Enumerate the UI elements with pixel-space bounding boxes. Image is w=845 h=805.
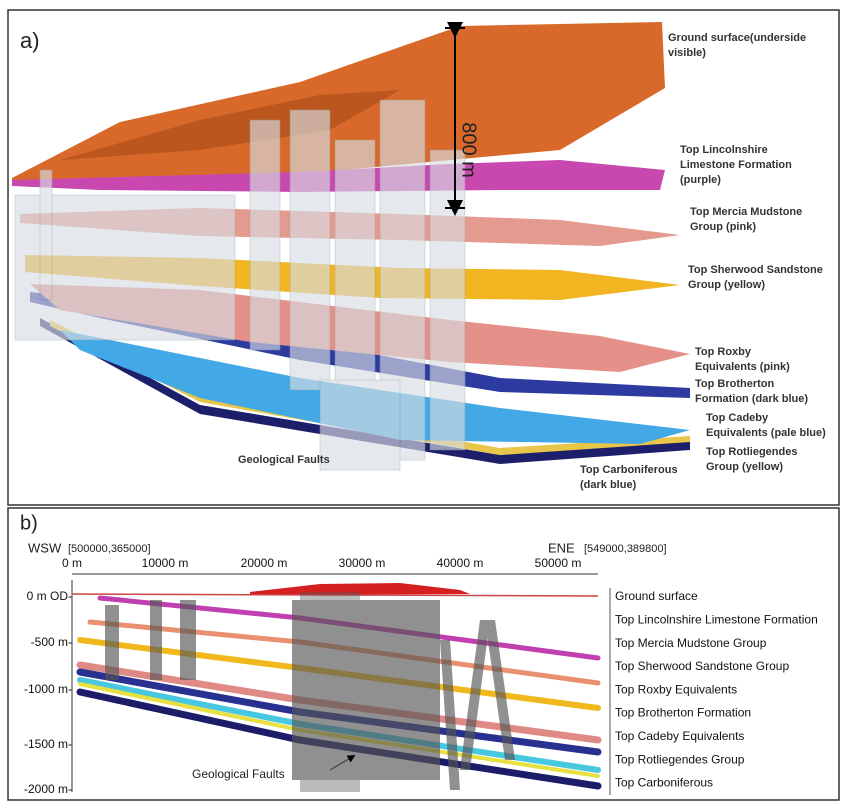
page: { "panel_a": { "label": "a)", "scale_bar… bbox=[0, 0, 845, 805]
fault-label: Geological Faults bbox=[192, 767, 285, 781]
panel-label: b) bbox=[20, 512, 38, 534]
layer-label: (dark blue) bbox=[580, 479, 637, 491]
layer-label: Group (yellow) bbox=[706, 461, 783, 473]
layer-label: Top Brotherton Formation bbox=[615, 706, 751, 720]
layer-label: Top Cadeby bbox=[706, 412, 769, 424]
layer-label: (purple) bbox=[680, 174, 721, 186]
y-tick-label: 0 m OD- bbox=[27, 589, 72, 603]
y-tick-label: -500 m- bbox=[31, 635, 72, 649]
x-tick-label: 40000 m bbox=[437, 556, 484, 570]
layer-label: Top Lincolnshire bbox=[680, 144, 768, 156]
scale-label: 800 m bbox=[458, 122, 480, 178]
layer-label: Top Roxby Equivalents bbox=[615, 682, 737, 696]
layer-label: Equivalents (pale blue) bbox=[706, 427, 826, 439]
y-tick-label: -1000 m- bbox=[24, 682, 72, 696]
fault-label: Geological Faults bbox=[238, 454, 330, 466]
x-tick-label: 30000 m bbox=[339, 556, 386, 570]
x-tick-label: 0 m bbox=[62, 556, 82, 570]
layer-label: Top Roxby bbox=[695, 346, 752, 358]
y-tick-label: -1500 m- bbox=[24, 737, 72, 751]
layer-label: Top Sherwood Sandstone Group bbox=[615, 659, 789, 673]
y-tick-label: -2000 m- bbox=[24, 782, 72, 796]
layer-label: Group (yellow) bbox=[688, 279, 765, 291]
layer-label: Top Mercia Mudstone Group bbox=[615, 636, 767, 650]
layer-label: Top Mercia Mudstone bbox=[690, 206, 802, 218]
panel-label: a) bbox=[20, 28, 40, 53]
layer-label: Top Rotliegendes bbox=[706, 446, 797, 458]
layer-label: visible) bbox=[668, 47, 706, 59]
west-coords: [500000,365000] bbox=[68, 543, 151, 555]
layer-label: Top Carboniferous bbox=[615, 776, 713, 790]
layer-label: Formation (dark blue) bbox=[695, 393, 808, 405]
layer-label: Limestone Formation bbox=[680, 159, 792, 171]
west-label: WSW bbox=[28, 540, 62, 555]
east-coords: [549000,389800] bbox=[584, 543, 667, 555]
east-label: ENE bbox=[548, 540, 575, 555]
layer-label: Top Carboniferous bbox=[580, 464, 678, 476]
x-tick-label: 20000 m bbox=[241, 556, 288, 570]
x-tick-label: 50000 m bbox=[535, 556, 582, 570]
layer-label: Top Brotherton bbox=[695, 378, 775, 390]
layer-label: Group (pink) bbox=[690, 221, 756, 233]
layer-label: Top Rotliegendes Group bbox=[615, 752, 745, 766]
layer-label: Ground surface bbox=[615, 589, 698, 603]
figure: a) 800 m Geological Faults Ground surface(u… bbox=[0, 0, 845, 805]
layer-label: Ground surface(underside bbox=[668, 32, 806, 44]
layer-label: Top Lincolnshire Limestone Formation bbox=[615, 612, 818, 626]
layer-label: Top Sherwood Sandstone bbox=[688, 264, 823, 276]
layer-label: Equivalents (pink) bbox=[695, 361, 790, 373]
layer-label: Top Cadeby Equivalents bbox=[615, 729, 744, 743]
x-tick-label: 10000 m bbox=[142, 556, 189, 570]
